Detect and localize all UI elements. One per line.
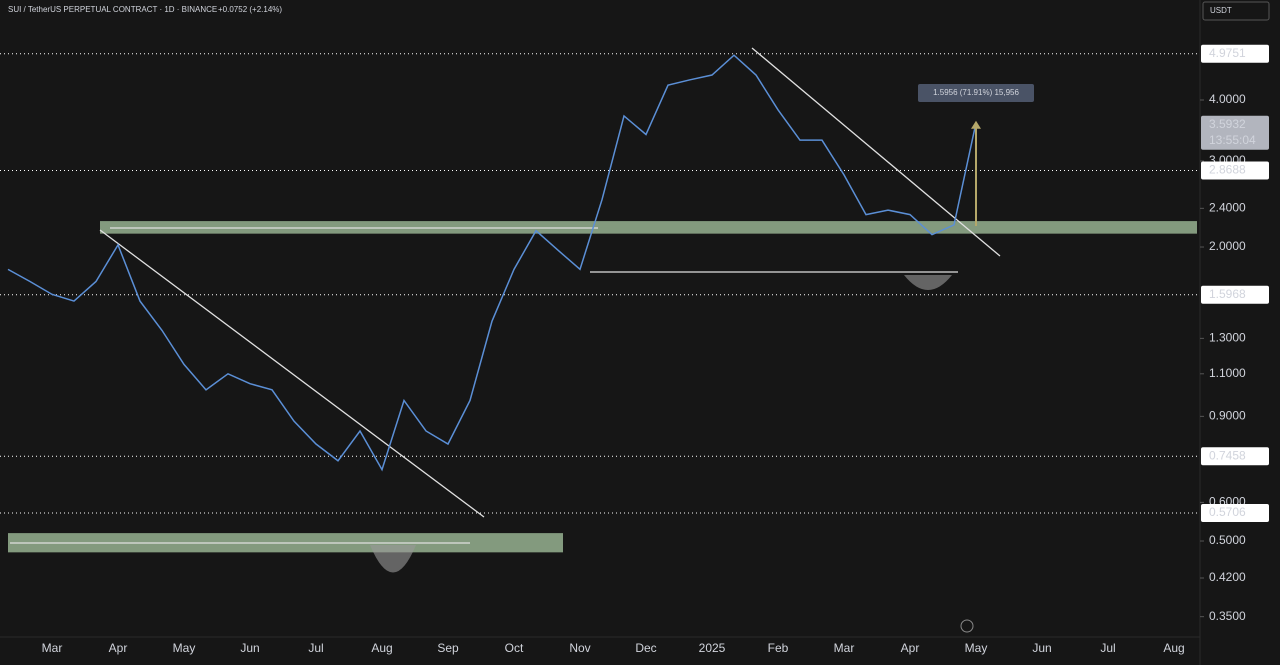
currency-box[interactable] bbox=[1202, 1, 1270, 21]
price-line bbox=[7, 54, 977, 472]
level-label-box bbox=[1201, 161, 1269, 180]
y-tick-label: 0.4200 bbox=[1209, 570, 1246, 584]
bottom-arc bbox=[904, 275, 952, 290]
level-label: 2.8688 bbox=[1209, 163, 1246, 177]
measure-label-box bbox=[918, 84, 1034, 102]
x-tick-label: Oct bbox=[505, 641, 524, 655]
symbol-title: SUI / TetherUS PERPETUAL CONTRACT · 1D ·… bbox=[8, 5, 217, 14]
currency[interactable]: USDT bbox=[1210, 6, 1232, 15]
y-tick-label: 0.5000 bbox=[1209, 533, 1246, 547]
x-tick-label: Dec bbox=[635, 641, 656, 655]
last-price: 3.5932 bbox=[1209, 117, 1246, 131]
x-tick-label: 2025 bbox=[699, 641, 726, 655]
x-tick-label: May bbox=[965, 641, 988, 655]
x-tick-label: Feb bbox=[768, 641, 789, 655]
y-tick-label: 4.0000 bbox=[1209, 92, 1246, 106]
x-tick-label: Apr bbox=[901, 641, 920, 655]
x-tick-label: Jun bbox=[240, 641, 259, 655]
x-tick-label: Mar bbox=[42, 641, 63, 655]
measure-arrow-head bbox=[971, 120, 981, 129]
level-label-box bbox=[1201, 285, 1269, 304]
countdown: 13:55:04 bbox=[1209, 133, 1256, 147]
x-tick-label: Jul bbox=[1100, 641, 1115, 655]
y-tick-label: 1.1000 bbox=[1209, 366, 1246, 380]
level-label-box bbox=[1201, 447, 1269, 466]
x-tick-label: May bbox=[173, 641, 196, 655]
x-tick-label: Jul bbox=[308, 641, 323, 655]
level-label: 0.5706 bbox=[1209, 505, 1246, 519]
price-change: +0.0752 (+2.14%) bbox=[218, 5, 282, 14]
x-tick-label: Aug bbox=[371, 641, 392, 655]
x-tick-label: Aug bbox=[1163, 641, 1184, 655]
x-tick-label: Nov bbox=[569, 641, 590, 655]
trend-line bbox=[751, 47, 1001, 257]
measure-label: 1.5956 (71.91%) 15,956 bbox=[933, 88, 1019, 97]
bottom-arc bbox=[370, 545, 416, 573]
y-tick-label: 1.3000 bbox=[1209, 331, 1246, 345]
x-tick-label: Sep bbox=[437, 641, 459, 655]
y-tick-label: 0.9000 bbox=[1209, 409, 1246, 423]
x-tick-label: Apr bbox=[109, 641, 128, 655]
trend-line bbox=[99, 229, 485, 518]
x-tick-label: Jun bbox=[1032, 641, 1051, 655]
x-tick-label: Mar bbox=[834, 641, 855, 655]
timezone-icon[interactable] bbox=[960, 619, 974, 633]
level-label-box bbox=[1201, 44, 1269, 63]
level-label: 1.5968 bbox=[1209, 287, 1246, 301]
y-tick-label: 2.4000 bbox=[1209, 201, 1246, 215]
level-label: 4.9751 bbox=[1209, 46, 1246, 60]
y-tick-label: 2.0000 bbox=[1209, 239, 1246, 253]
last-price-box bbox=[1201, 115, 1269, 150]
support-zone bbox=[100, 221, 1197, 234]
level-label: 0.7458 bbox=[1209, 448, 1246, 462]
y-tick-label: 0.3500 bbox=[1209, 609, 1246, 623]
level-label-box bbox=[1201, 504, 1269, 523]
